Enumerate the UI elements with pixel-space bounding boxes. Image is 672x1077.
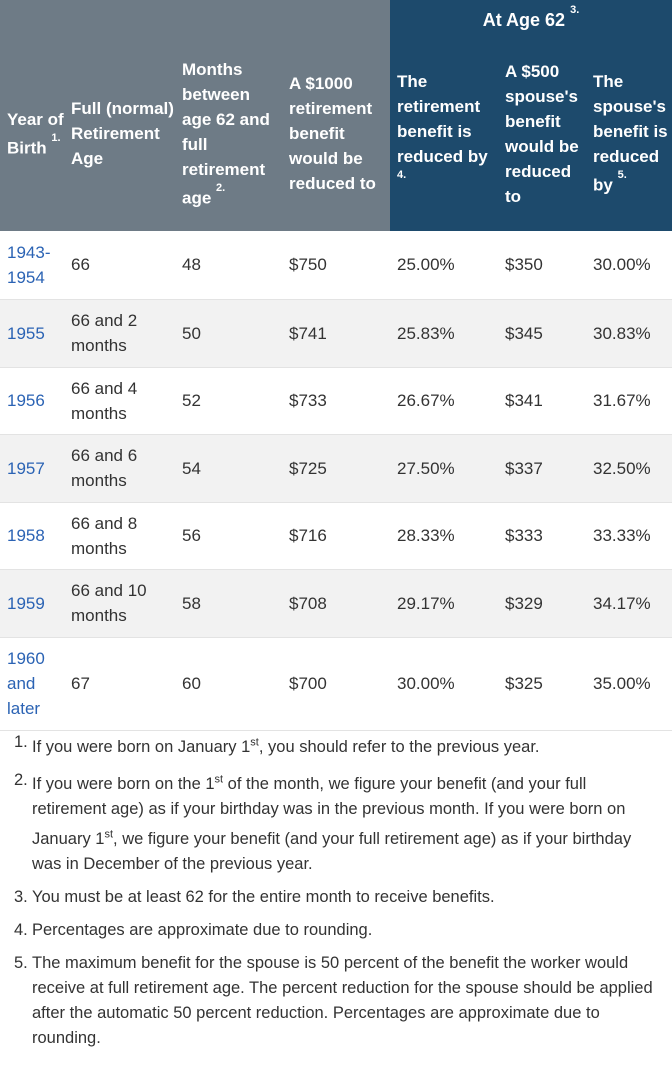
cell-months-between: 58 (182, 593, 201, 613)
cell-full-retirement-age: 66 and 10 months (71, 581, 147, 625)
cell-spouse-benefit-reduced-by: 33.33% (593, 526, 651, 545)
table-row: 1959 66 and 10 months 58 $708 29.17% $329 34.1… (0, 569, 672, 637)
cell-full-retirement-age: 66 (71, 255, 90, 275)
column-header-spouse-benefit-reduced-to: A $500 spouse's benefit would be reduced… (498, 36, 586, 231)
cell-spouse-benefit-reduced-to: $329 (505, 593, 543, 613)
footnotes: 1. If you were born on January 1st, you s… (0, 730, 672, 1059)
table-row: 1960 and later 67 60 $700 30.00% $325 35.00% (0, 637, 672, 730)
table-row: 1957 66 and 6 months 54 $725 27.50% $337 32.50… (0, 434, 672, 502)
cell-benefit-reduced-to: $708 (289, 593, 327, 613)
cell-spouse-benefit-reduced-to: $341 (505, 391, 543, 410)
cell-full-retirement-age: 66 and 2 months (71, 311, 138, 355)
column-header-year-of-birth: Year of Birth 1. (0, 36, 64, 231)
cell-benefit-reduced-by: 29.17% (397, 593, 455, 613)
cell-benefit-reduced-to: $700 (289, 674, 327, 693)
cell-months-between: 50 (182, 323, 201, 343)
table-row: 1956 66 and 4 months 52 $733 26.67% $341 31.67… (0, 367, 672, 434)
cell-spouse-benefit-reduced-by: 30.00% (593, 255, 651, 275)
cell-benefit-reduced-by: 30.00% (397, 674, 455, 693)
cell-benefit-reduced-to: $725 (289, 458, 327, 478)
footnote-item: 3. You must be at least 62 for the entire… (0, 885, 672, 910)
footnote-number: 1. (14, 733, 28, 751)
footnote-text: If you were born on the 1st of the month… (32, 773, 632, 873)
footnote-number: 3. (14, 887, 28, 906)
cell-year-of-birth[interactable]: 1960 and later (7, 649, 45, 718)
cell-benefit-reduced-to: $733 (289, 391, 327, 410)
cell-months-between: 54 (182, 458, 201, 478)
cell-year-of-birth[interactable]: 1959 (7, 593, 45, 613)
footnote-text: The maximum benefit for the spouse is 50… (32, 953, 653, 1047)
header-columns-row: Year of Birth 1. Full (normal) Retirement… (0, 36, 672, 231)
header-at-age-62: At Age 62 3. (390, 0, 672, 36)
column-header-benefit-reduced-by: The retirement benefit is reduced by 4. (390, 36, 498, 231)
cell-benefit-reduced-by: 28.33% (397, 526, 455, 545)
cell-benefit-reduced-by: 26.67% (397, 391, 455, 410)
cell-benefit-reduced-to: $716 (289, 526, 327, 545)
cell-full-retirement-age: 66 and 6 months (71, 446, 138, 490)
footnote-text: If you were born on January 1st, you sho… (32, 736, 540, 756)
cell-benefit-reduced-by: 27.50% (397, 458, 455, 478)
column-header-months-between: Months between age 62 and full retiremen… (175, 36, 282, 231)
footnote-text: Percentages are approximate due to round… (32, 920, 373, 939)
footnote-item: 5. The maximum benefit for the spouse is … (0, 951, 672, 1051)
cell-months-between: 56 (182, 526, 201, 545)
cell-months-between: 60 (182, 674, 201, 693)
cell-benefit-reduced-by: 25.83% (397, 323, 455, 343)
cell-year-of-birth[interactable]: 1956 (7, 391, 45, 410)
cell-spouse-benefit-reduced-by: 34.17% (593, 593, 651, 613)
table-row: 1958 66 and 8 months 56 $716 28.33% $333 33.33… (0, 502, 672, 569)
cell-spouse-benefit-reduced-by: 35.00% (593, 674, 651, 693)
footnote-number: 4. (14, 920, 28, 939)
benefit-reduction-table: At Age 62 3. Year of Birth 1. Full (norma… (0, 0, 672, 730)
header-spacer (0, 0, 390, 36)
cell-year-of-birth[interactable]: 1957 (7, 458, 45, 478)
column-header-spouse-benefit-reduced-by: The spouse's benefit is reduced by 5. (586, 36, 672, 231)
footnote-item: 2. If you were born on the 1st of the mon… (0, 768, 672, 877)
cell-spouse-benefit-reduced-by: 30.83% (593, 323, 651, 343)
cell-spouse-benefit-reduced-to: $333 (505, 526, 543, 545)
header-group-row: At Age 62 3. (0, 0, 672, 36)
cell-spouse-benefit-reduced-to: $325 (505, 674, 543, 693)
cell-year-of-birth[interactable]: 1943-1954 (7, 242, 51, 287)
column-header-full-retirement-age: Full (normal) Retirement Age (64, 36, 175, 231)
cell-months-between: 52 (182, 391, 201, 410)
cell-spouse-benefit-reduced-to: $350 (505, 255, 543, 275)
cell-spouse-benefit-reduced-by: 31.67% (593, 391, 651, 410)
cell-year-of-birth[interactable]: 1955 (7, 323, 45, 343)
cell-year-of-birth[interactable]: 1958 (7, 526, 45, 545)
footnote-item: 1. If you were born on January 1st, you s… (0, 730, 672, 760)
footnote-number: 5. (14, 953, 28, 972)
cell-benefit-reduced-by: 25.00% (397, 255, 455, 275)
cell-full-retirement-age: 67 (71, 674, 90, 693)
cell-full-retirement-age: 66 and 4 months (71, 378, 138, 423)
cell-spouse-benefit-reduced-by: 32.50% (593, 458, 651, 478)
footnote-text: You must be at least 62 for the entire m… (32, 887, 495, 906)
cell-spouse-benefit-reduced-to: $345 (505, 323, 543, 343)
column-header-benefit-reduced-to: A $1000 retirement benefit would be redu… (282, 36, 390, 231)
table-body: 1943-1954 66 48 $750 25.00% $350 30.00% 1955 66 … (0, 231, 672, 730)
table-row: 1955 66 and 2 months 50 $741 25.83% $345 30.83… (0, 299, 672, 367)
cell-full-retirement-age: 66 and 8 months (71, 513, 138, 558)
footnote-number: 2. (14, 770, 28, 789)
cell-benefit-reduced-to: $750 (289, 255, 327, 275)
footnote-item: 4. Percentages are approximate due to rou… (0, 918, 672, 943)
cell-benefit-reduced-to: $741 (289, 323, 327, 343)
table-row: 1943-1954 66 48 $750 25.00% $350 30.00% (0, 231, 672, 299)
cell-months-between: 48 (182, 255, 201, 275)
cell-spouse-benefit-reduced-to: $337 (505, 458, 543, 478)
